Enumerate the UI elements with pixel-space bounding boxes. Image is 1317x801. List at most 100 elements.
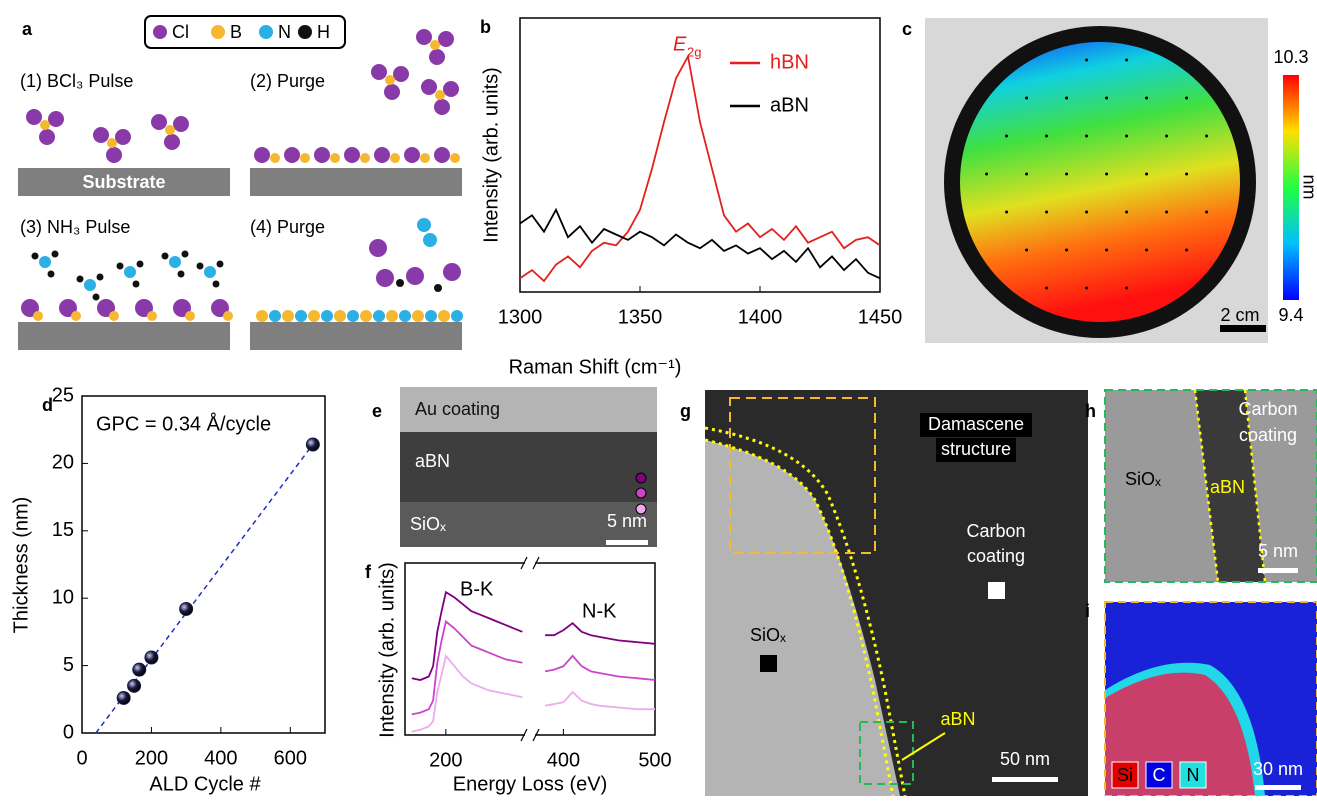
measure-point (1045, 287, 1048, 290)
panel-label: h (1085, 401, 1096, 421)
legend-text: H (317, 22, 330, 42)
measure-point (1065, 97, 1068, 100)
atom (430, 40, 440, 50)
atom (48, 111, 64, 127)
atom (321, 310, 333, 322)
atom (404, 147, 420, 163)
probe-point (636, 488, 646, 498)
scale-bar (1258, 568, 1298, 573)
atom (32, 253, 39, 260)
atom (84, 279, 96, 291)
measure-point (1165, 211, 1168, 214)
legend-text: N (278, 22, 291, 42)
panel-label: g (680, 401, 691, 421)
measure-point (1125, 59, 1128, 62)
measure-point (1085, 211, 1088, 214)
atom (169, 256, 181, 268)
atom (308, 310, 320, 322)
atom (438, 310, 450, 322)
colorbar-min: 9.4 (1278, 305, 1303, 325)
atom (223, 311, 233, 321)
measure-point (1205, 211, 1208, 214)
atom (97, 274, 104, 281)
measure-point (1045, 211, 1048, 214)
measure-point (1085, 287, 1088, 290)
atom (384, 84, 400, 100)
atom (417, 218, 431, 232)
atom (423, 233, 437, 247)
atom (386, 310, 398, 322)
atom (197, 263, 204, 270)
atom (256, 310, 268, 322)
annotation: coating (967, 546, 1025, 566)
measure-point (1145, 173, 1148, 176)
plot-frame (82, 396, 325, 733)
atom (443, 263, 461, 281)
atom (115, 129, 131, 145)
substrate-label: Substrate (82, 172, 165, 192)
atom (182, 251, 189, 258)
atom (270, 153, 280, 163)
atom (259, 25, 273, 39)
layer-label: Au coating (415, 399, 500, 419)
atom (451, 310, 463, 322)
annotation: SiOₓ (1125, 469, 1161, 489)
atom (213, 281, 220, 288)
probe-point (636, 473, 646, 483)
measure-point (985, 173, 988, 176)
x-axis-label: Raman Shift (cm⁻¹) (509, 356, 682, 378)
atom (164, 134, 180, 150)
atom (39, 256, 51, 268)
measure-point (1105, 249, 1108, 252)
atom (406, 267, 424, 285)
scale-bar-label: 50 nm (1000, 749, 1050, 769)
page: a Cl B N H (1) BCl₃ Pulse (2) Purge (3) … (0, 0, 1317, 801)
measure-point (1045, 135, 1048, 138)
x-tick-label: 400 (547, 749, 580, 771)
scale-bar-label: 5 nm (1258, 541, 1298, 561)
marker (988, 582, 1005, 599)
layer-label: aBN (415, 451, 450, 471)
atom (109, 311, 119, 321)
atom (71, 311, 81, 321)
measure-point (1185, 249, 1188, 252)
atom (165, 125, 175, 135)
substrate (250, 168, 462, 196)
atom (298, 25, 312, 39)
annotation: aBN (1210, 477, 1245, 497)
atom (52, 251, 59, 258)
atom (39, 129, 55, 145)
atom (334, 310, 346, 322)
x-tick-label: 200 (429, 749, 462, 771)
step-label: (2) Purge (250, 71, 325, 91)
panel-label: a (22, 19, 33, 39)
y-axis-label: Intensity (arb. units) (480, 67, 502, 243)
measure-point (1185, 173, 1188, 176)
measure-point (1025, 173, 1028, 176)
atom (434, 147, 450, 163)
x-tick-label: 600 (274, 747, 307, 769)
measure-point (1205, 135, 1208, 138)
x-tick-label: 1400 (738, 306, 783, 328)
panel-label: e (372, 401, 382, 421)
atom (373, 310, 385, 322)
atom (217, 261, 224, 268)
legend-text: Cl (172, 22, 189, 42)
atom (254, 147, 270, 163)
atom (376, 269, 394, 287)
panel-label: c (902, 19, 912, 39)
annotation: N-K (582, 600, 617, 622)
series-line (520, 210, 880, 278)
atom (137, 261, 144, 268)
atom (26, 109, 42, 125)
y-tick-label: 10 (52, 586, 74, 608)
scale-bar-label: 2 cm (1220, 305, 1259, 325)
y-tick-label: 0 (63, 721, 74, 743)
atom (344, 147, 360, 163)
y-tick-label: 20 (52, 452, 74, 474)
atom (40, 120, 50, 130)
atom (360, 310, 372, 322)
atom (393, 66, 409, 82)
measure-point (1125, 211, 1128, 214)
point (128, 679, 141, 692)
